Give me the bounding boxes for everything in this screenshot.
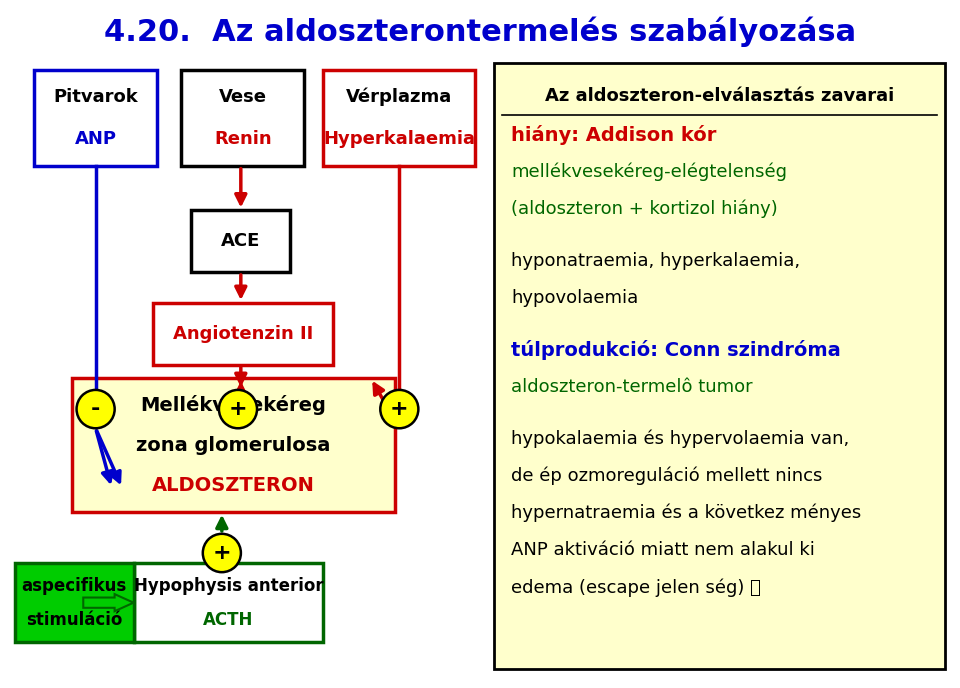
FancyBboxPatch shape	[494, 63, 945, 669]
Ellipse shape	[380, 390, 419, 429]
Text: Hyperkalaemia: Hyperkalaemia	[324, 130, 475, 148]
Ellipse shape	[203, 534, 241, 572]
Text: stimuláció: stimuláció	[26, 611, 123, 629]
Text: (aldoszteron + kortizol hiány): (aldoszteron + kortizol hiány)	[512, 200, 778, 218]
Text: zona glomerulosa: zona glomerulosa	[136, 436, 330, 455]
Text: Renin: Renin	[214, 130, 272, 148]
Text: hypernatraemia és a következ ményes: hypernatraemia és a következ ményes	[512, 504, 861, 522]
Text: +: +	[228, 399, 248, 419]
FancyBboxPatch shape	[181, 70, 304, 166]
Text: ANP: ANP	[75, 130, 116, 148]
Text: hypovolaemia: hypovolaemia	[512, 289, 638, 307]
Text: mellékvesekéreg-elégtelenség: mellékvesekéreg-elégtelenség	[512, 163, 787, 181]
FancyBboxPatch shape	[72, 378, 395, 512]
Polygon shape	[84, 594, 133, 611]
Text: -: -	[91, 399, 100, 419]
Text: de ép ozmoreguláció mellett nincs: de ép ozmoreguláció mellett nincs	[512, 467, 823, 486]
Text: Vérplazma: Vérplazma	[347, 88, 452, 106]
FancyBboxPatch shape	[15, 563, 133, 642]
Text: Az aldoszteron-elválasztás zavarai: Az aldoszteron-elválasztás zavarai	[545, 87, 895, 105]
Text: Mellékvesekéreg: Mellékvesekéreg	[140, 395, 326, 415]
Text: Pitvarok: Pitvarok	[53, 88, 138, 106]
Text: edema (escape jelen ség) 🙂: edema (escape jelen ség) 🙂	[512, 578, 761, 596]
Text: Hypophysis anterior: Hypophysis anterior	[133, 577, 324, 594]
FancyBboxPatch shape	[133, 563, 324, 642]
Text: +: +	[212, 543, 231, 563]
Text: aldoszteron-termelô tumor: aldoszteron-termelô tumor	[512, 378, 753, 396]
Text: +: +	[390, 399, 409, 419]
Text: hypokalaemia és hypervolaemia van,: hypokalaemia és hypervolaemia van,	[512, 430, 850, 449]
Text: hyponatraemia, hyperkalaemia,: hyponatraemia, hyperkalaemia,	[512, 252, 801, 270]
Text: Vese: Vese	[219, 88, 267, 106]
FancyBboxPatch shape	[190, 211, 290, 272]
Ellipse shape	[219, 390, 257, 429]
FancyBboxPatch shape	[153, 303, 333, 365]
Text: Angiotenzin II: Angiotenzin II	[173, 325, 313, 343]
Text: ACE: ACE	[221, 233, 260, 250]
FancyBboxPatch shape	[324, 70, 475, 166]
Text: ACTH: ACTH	[204, 611, 253, 629]
Text: ALDOSZTERON: ALDOSZTERON	[152, 476, 315, 495]
FancyBboxPatch shape	[34, 70, 157, 166]
Text: ANP aktiváció miatt nem alakul ki: ANP aktiváció miatt nem alakul ki	[512, 541, 815, 559]
Text: túlprodukció: Conn szindróma: túlprodukció: Conn szindróma	[512, 340, 841, 360]
Ellipse shape	[77, 390, 114, 429]
Text: 4.20.  Az aldoszterontermelés szabályozása: 4.20. Az aldoszterontermelés szabályozás…	[104, 17, 856, 47]
Text: aspecifikus: aspecifikus	[22, 577, 127, 594]
Text: hiány: Addison kór: hiány: Addison kór	[512, 125, 717, 145]
